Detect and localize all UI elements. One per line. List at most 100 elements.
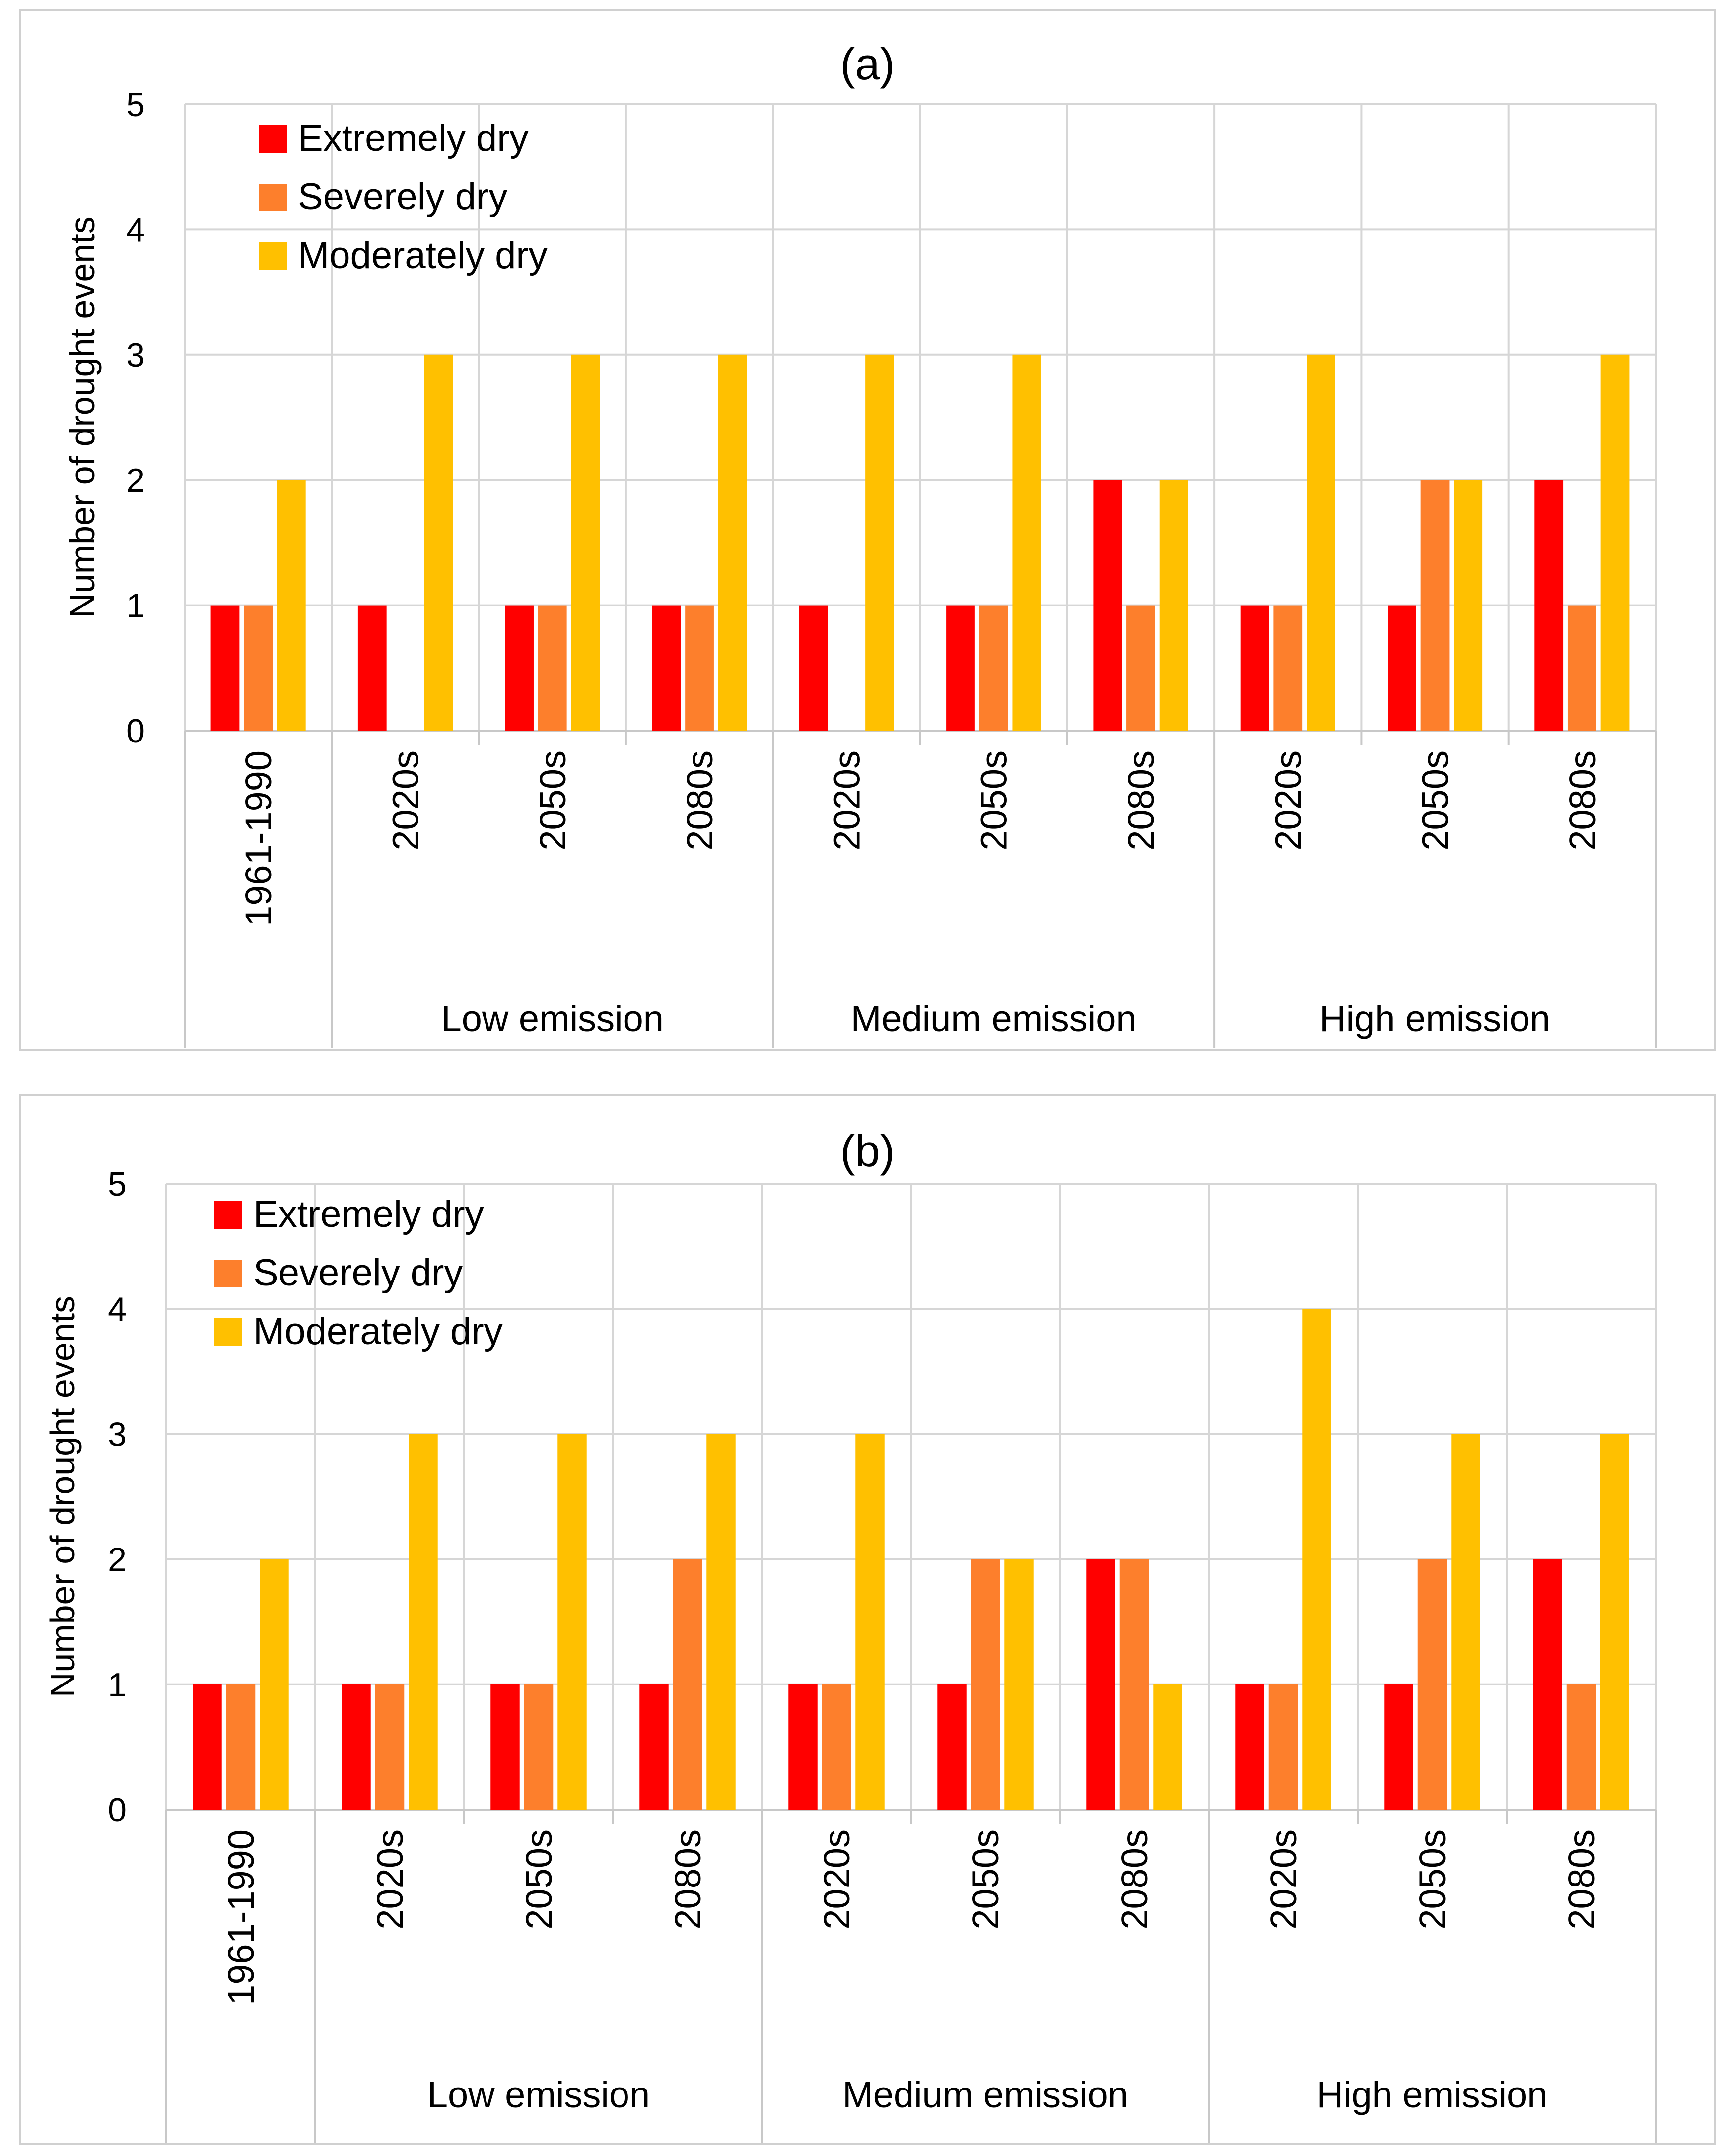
chart-a-category-label: 2020s (1267, 750, 1309, 851)
chart-b-ytick-label: 1 (108, 1666, 127, 1704)
chart-b-bar-moderately-dry (260, 1559, 289, 1810)
chart-b-category-label: 2020s (816, 1829, 857, 1930)
chart-b-bar-severely-dry (822, 1684, 851, 1810)
chart-b-bar-extremely-dry (1384, 1684, 1413, 1810)
chart-b-bar-moderately-dry (1302, 1309, 1331, 1810)
chart-a-group-label: High emission (1319, 998, 1550, 1039)
chart-b-svg: (b) Number of drought events 0 1 2 3 4 5 1961-19… (19, 1094, 1716, 2145)
chart-b-bar-severely-dry (524, 1684, 554, 1810)
chart-a-legend-label: Moderately dry (298, 234, 548, 276)
chart-b-bar-extremely-dry (788, 1684, 818, 1810)
chart-b-bar-severely-dry (1417, 1559, 1447, 1810)
chart-a-category-label: 1961-1990 (238, 750, 279, 926)
chart-b-category-label: 2050s (965, 1829, 1006, 1930)
chart-a-bar-extremely-dry (357, 605, 387, 731)
chart-b-bar-moderately-dry (706, 1434, 736, 1810)
chart-a-ytick-label: 4 (126, 211, 145, 249)
chart-a-bar-extremely-dry (505, 605, 534, 731)
chart-b-bar-extremely-dry (193, 1684, 222, 1810)
chart-a-bar-moderately-dry (424, 354, 453, 731)
chart-a-ytick-label: 1 (126, 587, 145, 625)
chart-b-bar-moderately-dry (557, 1434, 587, 1810)
chart-a-group-label: Low emission (441, 998, 664, 1039)
chart-b-category-label: 2080s (1114, 1829, 1155, 1930)
chart-a-bar-extremely-dry (799, 605, 828, 731)
chart-b-bar-extremely-dry (342, 1684, 371, 1810)
chart-a-bar-severely-dry (979, 605, 1008, 731)
chart-b-legend-label: Moderately dry (253, 1310, 503, 1352)
chart-b-bar-severely-dry (375, 1684, 405, 1810)
chart-a-bar-severely-dry (685, 605, 714, 731)
chart-a-bar-extremely-dry (946, 605, 975, 731)
chart-a-category-label: 2080s (1120, 750, 1162, 851)
chart-b-bar-severely-dry (971, 1559, 1000, 1810)
chart-b-bar-moderately-dry (409, 1434, 438, 1810)
chart-a-category-label: 2020s (826, 750, 867, 851)
chart-b-group-label: Medium emission (842, 2074, 1128, 2115)
chart-b-title: (b) (840, 1127, 895, 1176)
chart-b-ytick-label: 4 (108, 1290, 127, 1328)
chart-b-category-label: 2050s (1412, 1829, 1453, 1930)
chart-b-bar-moderately-dry (1600, 1434, 1629, 1810)
chart-a-bar-moderately-dry (1307, 354, 1335, 731)
chart-a-category-label: 2080s (1562, 750, 1603, 851)
chart-b-bar-moderately-dry (1153, 1684, 1182, 1810)
chart-a-bar-extremely-dry (210, 605, 240, 731)
chart-a-bar-extremely-dry (1534, 480, 1564, 731)
chart-a-bar-severely-dry (538, 605, 567, 731)
chart-a-svg: (a) Number of drought events 0 1 2 3 4 5 1961-19… (19, 9, 1716, 1051)
chart-a-ytick-label: 0 (126, 712, 145, 750)
chart-a-bar-moderately-dry (1159, 480, 1188, 731)
chart-b-bar-extremely-dry (1533, 1559, 1562, 1810)
chart-a-category-label: 2080s (679, 750, 720, 851)
chart-b-ytick-label: 3 (108, 1415, 127, 1453)
chart-b-legend-swatch (214, 1260, 242, 1287)
chart-a-title: (a) (840, 40, 895, 89)
chart-b-group-label: High emission (1317, 2074, 1548, 2115)
chart-b-ytick-label: 0 (108, 1791, 127, 1829)
chart-a-legend-swatch (259, 184, 287, 211)
chart-b-legend-swatch (214, 1201, 242, 1229)
chart-a-bar-moderately-dry (277, 480, 306, 731)
chart-a-bar-extremely-dry (1093, 480, 1122, 731)
chart-b-bar-moderately-dry (1451, 1434, 1480, 1810)
chart-a-bar-severely-dry (244, 605, 273, 731)
chart-b-bar-extremely-dry (937, 1684, 967, 1810)
chart-panel-b: (b) Number of drought events 0 1 2 3 4 5 1961-19… (0, 1082, 1735, 2156)
chart-a-category-label: 2020s (385, 750, 426, 851)
chart-b-legend-swatch (214, 1318, 242, 1346)
chart-b-category-label: 2080s (667, 1829, 708, 1930)
chart-b-category-label: 1961-1990 (220, 1829, 262, 2005)
chart-a-bar-moderately-dry (718, 354, 747, 731)
chart-a-group-label: Medium emission (851, 998, 1137, 1039)
chart-b-bar-extremely-dry (1235, 1684, 1264, 1810)
chart-b-category-label: 2080s (1561, 1829, 1602, 1930)
chart-b-category-label: 2020s (369, 1829, 411, 1930)
chart-a-bar-moderately-dry (1012, 354, 1041, 731)
chart-b-category-label: 2050s (518, 1829, 559, 1930)
chart-b-group-label: Low emission (427, 2074, 650, 2115)
chart-a-bar-extremely-dry (1240, 605, 1269, 731)
chart-a-ytick-label: 3 (126, 337, 145, 374)
chart-b-bar-extremely-dry (490, 1684, 520, 1810)
chart-b-ytick-label: 2 (108, 1541, 127, 1579)
chart-b-category-label: 2020s (1263, 1829, 1304, 1930)
chart-a-category-label: 2050s (532, 750, 573, 851)
chart-a-legend-swatch (259, 242, 287, 270)
chart-b-bar-severely-dry (1119, 1559, 1149, 1810)
chart-a-bar-severely-dry (1420, 480, 1450, 731)
chart-a-bar-moderately-dry (865, 354, 894, 731)
chart-b-bar-severely-dry (1268, 1684, 1298, 1810)
chart-a-ytick-label: 2 (126, 462, 145, 499)
chart-a-bar-severely-dry (1126, 605, 1155, 731)
chart-a-legend-swatch (259, 125, 287, 153)
chart-a-bar-moderately-dry (1600, 354, 1630, 731)
chart-b-bar-severely-dry (673, 1559, 702, 1810)
chart-a-bar-severely-dry (1273, 605, 1303, 731)
chart-a-bar-moderately-dry (571, 354, 600, 731)
chart-a-bar-moderately-dry (1454, 480, 1483, 731)
chart-a-bar-severely-dry (1567, 605, 1596, 731)
chart-b-bar-moderately-dry (855, 1434, 885, 1810)
chart-b-ytick-label: 5 (108, 1165, 127, 1203)
chart-b-bar-severely-dry (226, 1684, 256, 1810)
